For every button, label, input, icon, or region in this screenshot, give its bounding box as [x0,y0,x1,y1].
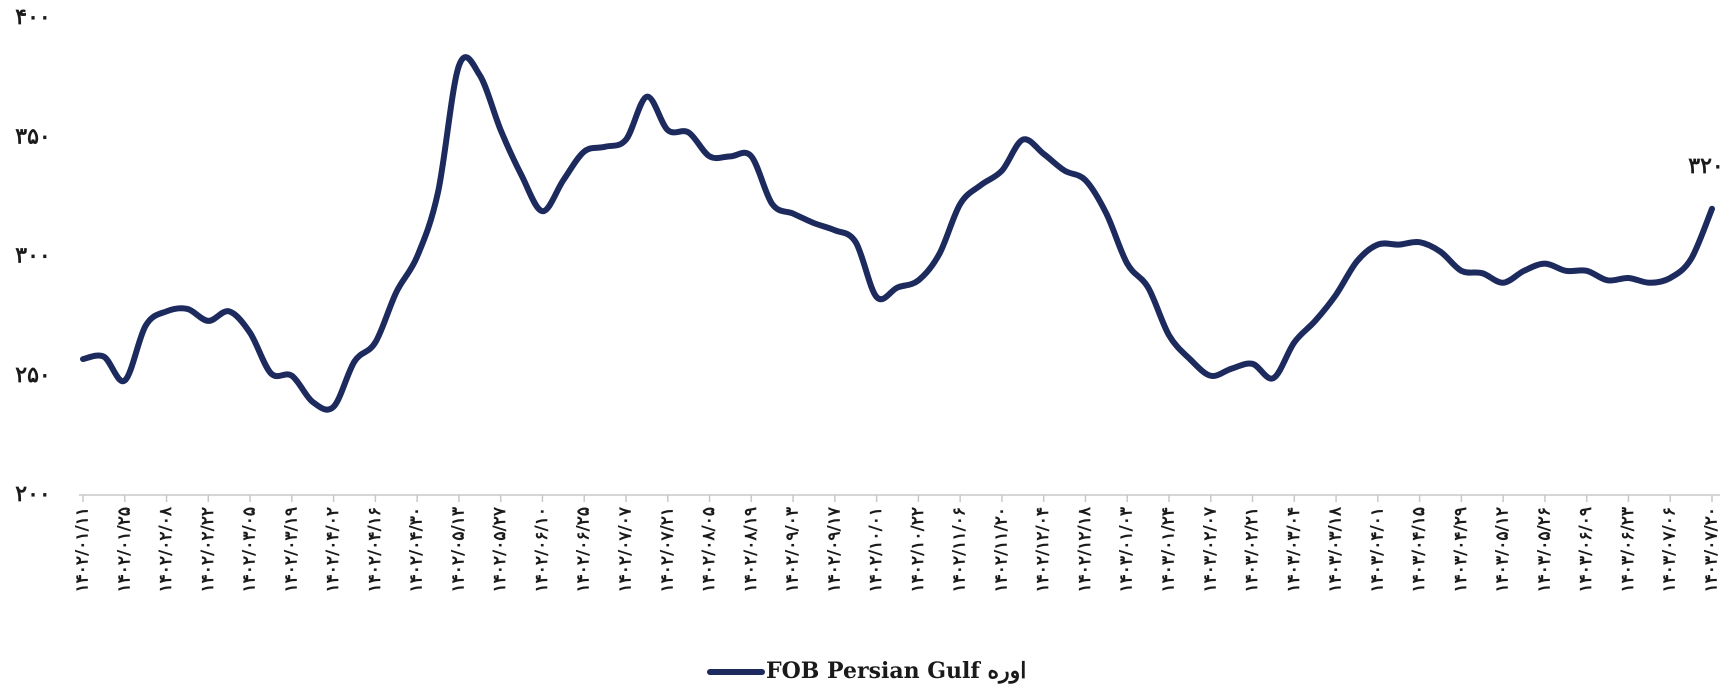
y-tick-label: ۴۰۰ [15,4,50,30]
x-tick-label: ۱۴۰۲/۱۲/۱۸ [1075,506,1095,592]
y-tick-label: ۳۵۰ [15,123,50,149]
x-tick-label: ۱۴۰۳/۰۶/۰۹ [1576,507,1596,592]
x-tick-label: ۱۴۰۳/۰۲/۲۱ [1242,507,1262,592]
x-tick-label: ۱۴۰۲/۰۲/۰۸ [156,506,176,592]
y-tick-label: ۲۰۰ [15,481,50,507]
x-tick-label: ۱۴۰۲/۰۳/۰۵ [240,507,260,592]
x-tick-label: ۱۴۰۳/۰۵/۲۶ [1534,507,1554,592]
x-tick-label: ۱۴۰۲/۰۹/۱۷ [824,506,844,592]
x-tick-label: ۱۴۰۲/۰۷/۰۷ [616,506,636,592]
x-tick-label: ۱۴۰۲/۰۶/۲۵ [574,507,594,592]
x-tick-label: ۱۴۰۲/۰۵/۲۷ [490,506,510,592]
x-tick-label: ۱۴۰۲/۰۶/۱۰ [532,507,552,592]
x-tick-label: ۱۴۰۳/۰۳/۱۸ [1326,506,1346,592]
x-tick-label: ۱۴۰۲/۰۴/۰۲ [323,507,343,592]
x-tick-label: ۱۴۰۲/۰۳/۱۹ [281,507,301,592]
series-line [80,54,1715,413]
x-tick-label: ۱۴۰۲/۰۲/۲۲ [198,507,218,592]
x-tick-label: ۱۴۰۳/۰۴/۰۱ [1367,507,1387,592]
x-tick-label: ۱۴۰۳/۰۴/۱۵ [1409,507,1429,592]
x-tick-label: ۱۴۰۲/۰۴/۳۰ [407,507,427,592]
x-tick-label: ۱۴۰۲/۰۷/۲۱ [657,507,677,592]
x-tick-label: ۱۴۰۳/۰۱/۲۴ [1159,507,1179,592]
y-tick-label: ۲۵۰ [15,362,50,388]
x-tick-label: ۱۴۰۳/۰۲/۰۷ [1200,506,1220,592]
x-tick-label: ۱۴۰۲/۱۱/۰۶ [950,507,970,592]
x-tick-label: ۱۴۰۳/۰۱/۰۳ [1117,507,1137,592]
x-tick-label: ۱۴۰۳/۰۳/۰۴ [1284,507,1304,592]
x-tick-label: ۱۴۰۳/۰۷/۲۰ [1702,507,1722,592]
x-tick-label: ۱۴۰۳/۰۴/۲۹ [1451,507,1471,592]
x-tick-label: ۱۴۰۲/۱۰/۲۲ [908,507,928,592]
data-label: ۳۲۰ [1688,153,1723,179]
x-tick-label: ۱۴۰۲/۰۴/۱۶ [365,507,385,592]
x-tick-label: ۱۴۰۲/۱۲/۰۴ [1033,507,1053,592]
x-tick-label: ۱۴۰۲/۰۱/۱۱ [73,507,93,592]
x-tick-label: ۱۴۰۲/۰۱/۲۵ [114,507,134,592]
x-tick-label: ۱۴۰۲/۱۰/۰۱ [866,507,886,592]
x-tick-label: ۱۴۰۳/۰۵/۱۲ [1493,507,1513,592]
x-tick-label: ۱۴۰۲/۰۸/۱۹ [741,507,761,592]
x-tick-label: ۱۴۰۲/۰۹/۰۳ [783,507,803,592]
x-tick-label: ۱۴۰۳/۰۷/۰۶ [1660,507,1680,592]
x-tick-label: ۱۴۰۳/۰۶/۲۳ [1618,507,1638,592]
legend-label: FOB Persian Gulf اوره [766,658,1026,684]
x-tick-label: ۱۴۰۲/۰۸/۰۵ [699,507,719,592]
x-tick-label: ۱۴۰۲/۰۵/۱۳ [448,507,468,592]
x-tick-label: ۱۴۰۲/۱۱/۲۰ [991,507,1011,592]
y-tick-label: ۳۰۰ [15,243,50,269]
